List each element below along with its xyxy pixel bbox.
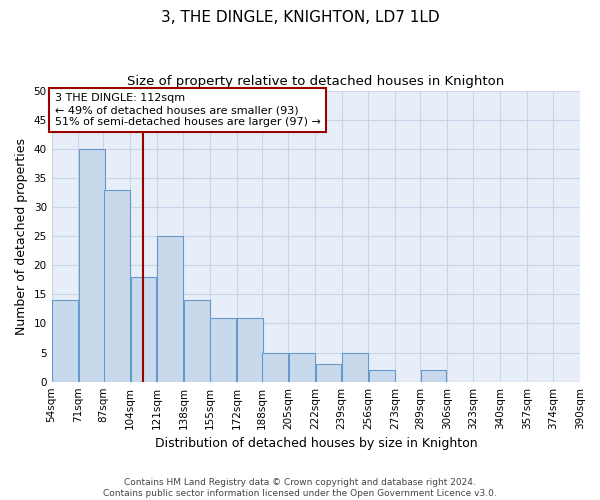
Text: 3 THE DINGLE: 112sqm
← 49% of detached houses are smaller (93)
51% of semi-detac: 3 THE DINGLE: 112sqm ← 49% of detached h… bbox=[55, 94, 320, 126]
Bar bbox=[79, 149, 104, 382]
Text: 3, THE DINGLE, KNIGHTON, LD7 1LD: 3, THE DINGLE, KNIGHTON, LD7 1LD bbox=[161, 10, 439, 25]
Bar bbox=[316, 364, 341, 382]
X-axis label: Distribution of detached houses by size in Knighton: Distribution of detached houses by size … bbox=[155, 437, 477, 450]
Title: Size of property relative to detached houses in Knighton: Size of property relative to detached ho… bbox=[127, 75, 505, 88]
Bar bbox=[237, 318, 263, 382]
Bar bbox=[52, 300, 78, 382]
Bar bbox=[369, 370, 395, 382]
Bar bbox=[211, 318, 236, 382]
Y-axis label: Number of detached properties: Number of detached properties bbox=[15, 138, 28, 334]
Bar bbox=[262, 352, 288, 382]
Bar bbox=[421, 370, 446, 382]
Text: Contains HM Land Registry data © Crown copyright and database right 2024.
Contai: Contains HM Land Registry data © Crown c… bbox=[103, 478, 497, 498]
Bar bbox=[289, 352, 314, 382]
Bar bbox=[104, 190, 130, 382]
Bar bbox=[157, 236, 183, 382]
Bar bbox=[131, 277, 156, 382]
Bar bbox=[342, 352, 368, 382]
Bar bbox=[184, 300, 209, 382]
